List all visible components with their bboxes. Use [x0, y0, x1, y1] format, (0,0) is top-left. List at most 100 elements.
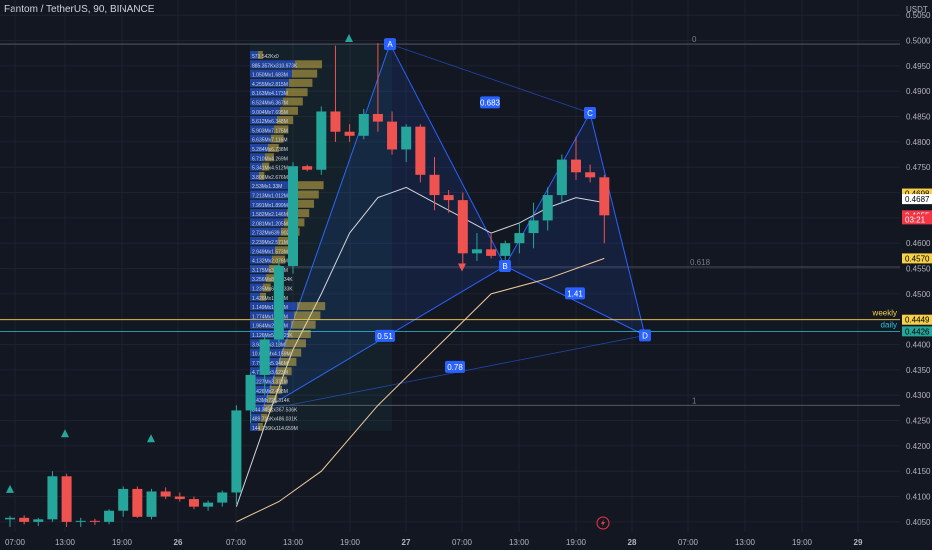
volume-profile-bar-sell: [286, 88, 308, 97]
level-label-daily: daily: [881, 320, 897, 329]
volume-profile-bar-sell: [295, 60, 322, 69]
signal-sell-icon: [331, 115, 339, 124]
volume-profile-bar-sell: [294, 311, 321, 320]
price-label-box: [902, 314, 932, 325]
harmonic-ratio-box: [375, 329, 395, 342]
volume-profile-bar: [250, 134, 271, 143]
candle-body: [33, 519, 44, 522]
volume-profile-bar-sell: [271, 134, 284, 143]
volume-profile-label: 5.903Mx7.175M: [252, 128, 288, 134]
volume-profile-bar: [250, 330, 288, 338]
volume-profile-bar-sell: [287, 209, 310, 218]
candle-body: [514, 233, 525, 244]
candles: [5, 43, 610, 527]
price-label: 0.4570: [905, 254, 930, 263]
candle-body: [61, 476, 72, 522]
candle-body: [316, 111, 327, 170]
volume-profile-label: 573.542Kx0: [252, 54, 279, 60]
price-label-box: [902, 214, 932, 225]
candle-body: [344, 131, 355, 136]
candle-body: [288, 166, 298, 266]
volume-profile-bar: [250, 51, 258, 59]
harmonic-ratio-label: 0.683: [480, 98, 501, 107]
time-axis-tick: 19:00: [112, 538, 133, 547]
volume-profile-bar-sell: [264, 404, 273, 413]
volume-profile-bar: [250, 162, 262, 171]
volume-profile-bar-sell: [291, 320, 316, 329]
fib-label: 0.618: [690, 258, 711, 267]
volume-profile-bar: [250, 404, 264, 413]
time-axis-bg: [0, 532, 932, 550]
candle-body: [471, 249, 482, 254]
volume-profile-bar: [250, 209, 287, 218]
candle-body: [245, 374, 256, 411]
price-axis-tick: 0.4400: [906, 341, 931, 350]
candle-body: [556, 159, 567, 196]
price-axis-tick: 0.4900: [906, 87, 931, 96]
volume-profile-label: 7.991Mx1.899M: [252, 203, 288, 209]
volume-profile-label: 5.612Mx6.348M: [252, 119, 288, 125]
price-axis-tick: 0.4100: [906, 493, 931, 502]
harmonic-ratio-box: [565, 287, 585, 300]
price-axis-tick: 0.5050: [906, 11, 931, 20]
volume-profile-bar-sell: [261, 413, 268, 422]
volume-profile-bar: [250, 181, 296, 190]
time-axis-tick: 13:00: [55, 538, 76, 547]
price-axis-tick: 0.4750: [906, 163, 931, 172]
grid-lines: [0, 0, 900, 532]
fib-label: 0: [692, 35, 697, 44]
candle-body: [571, 159, 581, 173]
volume-profile-bar: [250, 88, 286, 97]
candle-body: [231, 410, 242, 493]
time-axis-tick: 19:00: [340, 538, 361, 547]
volume-profile-bar-sell: [268, 144, 279, 152]
time-axis-tick: 07:00: [678, 538, 699, 547]
volume-profile-bar-sell: [289, 78, 313, 87]
volume-profile-label: 1.582Mx2.146M: [252, 212, 288, 218]
price-axis-tick: 0.4950: [906, 62, 931, 71]
candle-body: [429, 174, 440, 196]
price-axis-tick: 0.4200: [906, 442, 931, 451]
volume-profile-label: 1.426Mx1.197M: [252, 296, 288, 302]
volume-profile-bar-sell: [296, 181, 324, 190]
time-axis-tick: 26: [174, 538, 183, 547]
volume-profile-label: 489.716Kx486.031K: [252, 417, 298, 423]
volume-profile-bar: [250, 171, 259, 180]
candle-body: [585, 172, 596, 178]
price-label-box: [902, 253, 932, 264]
volume-profile-label: 7.791Mx5.946M: [252, 361, 288, 367]
volume-profile-bar-sell: [283, 97, 303, 106]
volume-profile-bar-sell: [288, 330, 311, 338]
volume-profile-label: 4.775Mx3.623M: [252, 370, 288, 376]
price-label: 0.4698: [905, 190, 930, 199]
price-label: 0.4449: [905, 316, 930, 325]
volume-profile-label: 1.964Mx2.591M: [252, 324, 288, 330]
volume-profile-label: 8.163Mx4.173M: [252, 91, 288, 97]
volume-profile-bar: [250, 218, 284, 227]
harmonic-ratio-box: [445, 360, 465, 373]
candle-body: [486, 249, 497, 256]
volume-profile-bar-sell: [258, 423, 263, 431]
volume-profile-bar-sell: [277, 116, 294, 125]
volume-profile-bar-sell: [262, 162, 270, 171]
time-axis-tick: 19:00: [566, 538, 587, 547]
harmonic-point-A: [384, 38, 396, 51]
volume-profile-label: 7.213Mx1.012M: [252, 194, 288, 200]
price-axis-tick: 0.4300: [906, 391, 931, 400]
volume-profile-bar: [250, 255, 272, 264]
volume-profile-bar: [250, 227, 281, 236]
volume-profile-bar-sell: [274, 125, 289, 134]
volume-profile-bar-sell: [278, 237, 295, 245]
price-label: 03:21: [905, 215, 926, 224]
volume-profile-label: 2.53Mx1.33M: [252, 184, 282, 190]
price-label-box: [902, 188, 932, 199]
price-axis-bg: [900, 0, 932, 550]
candle-body: [118, 488, 129, 511]
time-axis-tick: 13:00: [509, 538, 530, 547]
volume-profile-bar: [250, 237, 278, 245]
candle-body: [302, 166, 313, 170]
volume-profile-label: 3.806Mx2.676M: [252, 175, 288, 181]
price-label: 0.4687: [905, 195, 930, 204]
time-axis-tick: 07:00: [5, 538, 26, 547]
